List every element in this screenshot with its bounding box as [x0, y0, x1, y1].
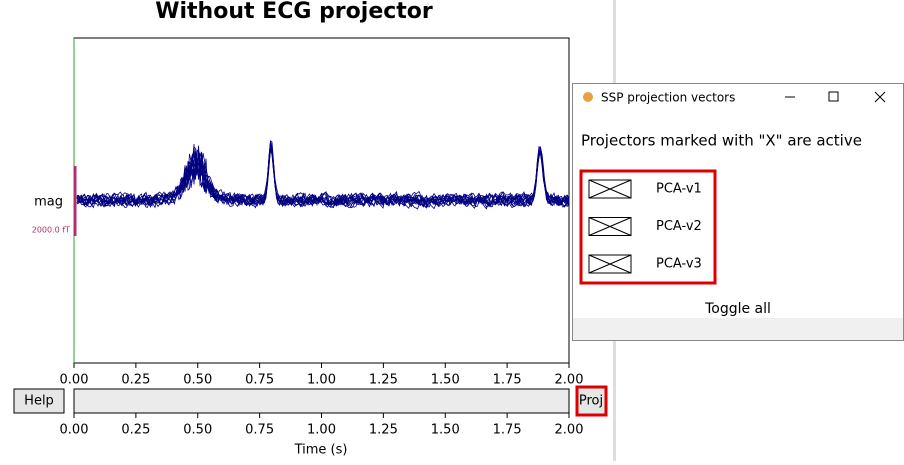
dialog-footer — [573, 318, 903, 340]
dialog-icon — [583, 92, 593, 102]
projector-list: PCA-v1 PCA-v2 PCA-v3 — [588, 179, 702, 274]
scroll-tick-label: 1.75 — [493, 423, 522, 438]
channel-label: mag — [34, 195, 63, 210]
trace — [76, 143, 570, 208]
x-tick-label: 2.00 — [555, 373, 584, 388]
x-tick-label: 0.75 — [245, 373, 274, 388]
scroll-tick-label: 1.00 — [307, 423, 336, 438]
dialog-heading: Projectors marked with "X" are active — [581, 132, 862, 150]
scrollbar[interactable] — [73, 388, 570, 414]
scroll-tick-label: 0.00 — [60, 423, 89, 438]
scroll-tick-label: 2.00 — [555, 423, 584, 438]
dialog: SSP projection vectors Projectors marked… — [572, 83, 904, 341]
checkbox-x[interactable] — [588, 217, 632, 236]
highlight-box — [579, 169, 717, 285]
checkbox-x[interactable] — [588, 179, 632, 199]
checkbox-x[interactable] — [588, 254, 632, 274]
dialog-frame — [572, 83, 904, 341]
scroll-tick-label: 0.50 — [183, 423, 212, 438]
scroll-tick-label: 1.25 — [369, 423, 398, 438]
scroll-tick-label: 0.75 — [245, 423, 274, 438]
scale-label: 2000.0 fT — [32, 226, 70, 235]
x-tick-label: 0.25 — [121, 373, 150, 388]
projector-label[interactable]: PCA-v1 — [656, 182, 702, 197]
trace — [76, 142, 570, 209]
help-button-label[interactable]: Help — [24, 394, 54, 409]
maximize-button[interactable] — [828, 91, 839, 102]
trace — [76, 145, 570, 208]
close-button[interactable] — [874, 91, 886, 103]
x-tick-label: 0.00 — [60, 373, 89, 388]
toggle-all[interactable]: Toggle all — [704, 301, 771, 317]
x-axis-label: Time (s) — [294, 443, 348, 458]
projector-label[interactable]: PCA-v2 — [656, 219, 702, 234]
proj-button[interactable] — [575, 385, 608, 417]
proj-button-label[interactable]: Proj — [579, 394, 603, 409]
scroll-tick-label: 1.50 — [431, 423, 460, 438]
scroll-tick-label: 0.25 — [121, 423, 150, 438]
dialog-title: SSP projection vectors — [601, 91, 735, 105]
x-tick-label: 1.50 — [431, 373, 460, 388]
help-button[interactable] — [13, 388, 65, 414]
x-tick-label: 1.75 — [493, 373, 522, 388]
x-tick-label: 0.50 — [183, 373, 212, 388]
figure-title: Without ECG projector — [155, 0, 433, 24]
x-tick-label: 1.00 — [307, 373, 336, 388]
projector-label[interactable]: PCA-v3 — [656, 257, 702, 272]
x-tick-label: 1.25 — [369, 373, 398, 388]
traces — [76, 140, 570, 210]
